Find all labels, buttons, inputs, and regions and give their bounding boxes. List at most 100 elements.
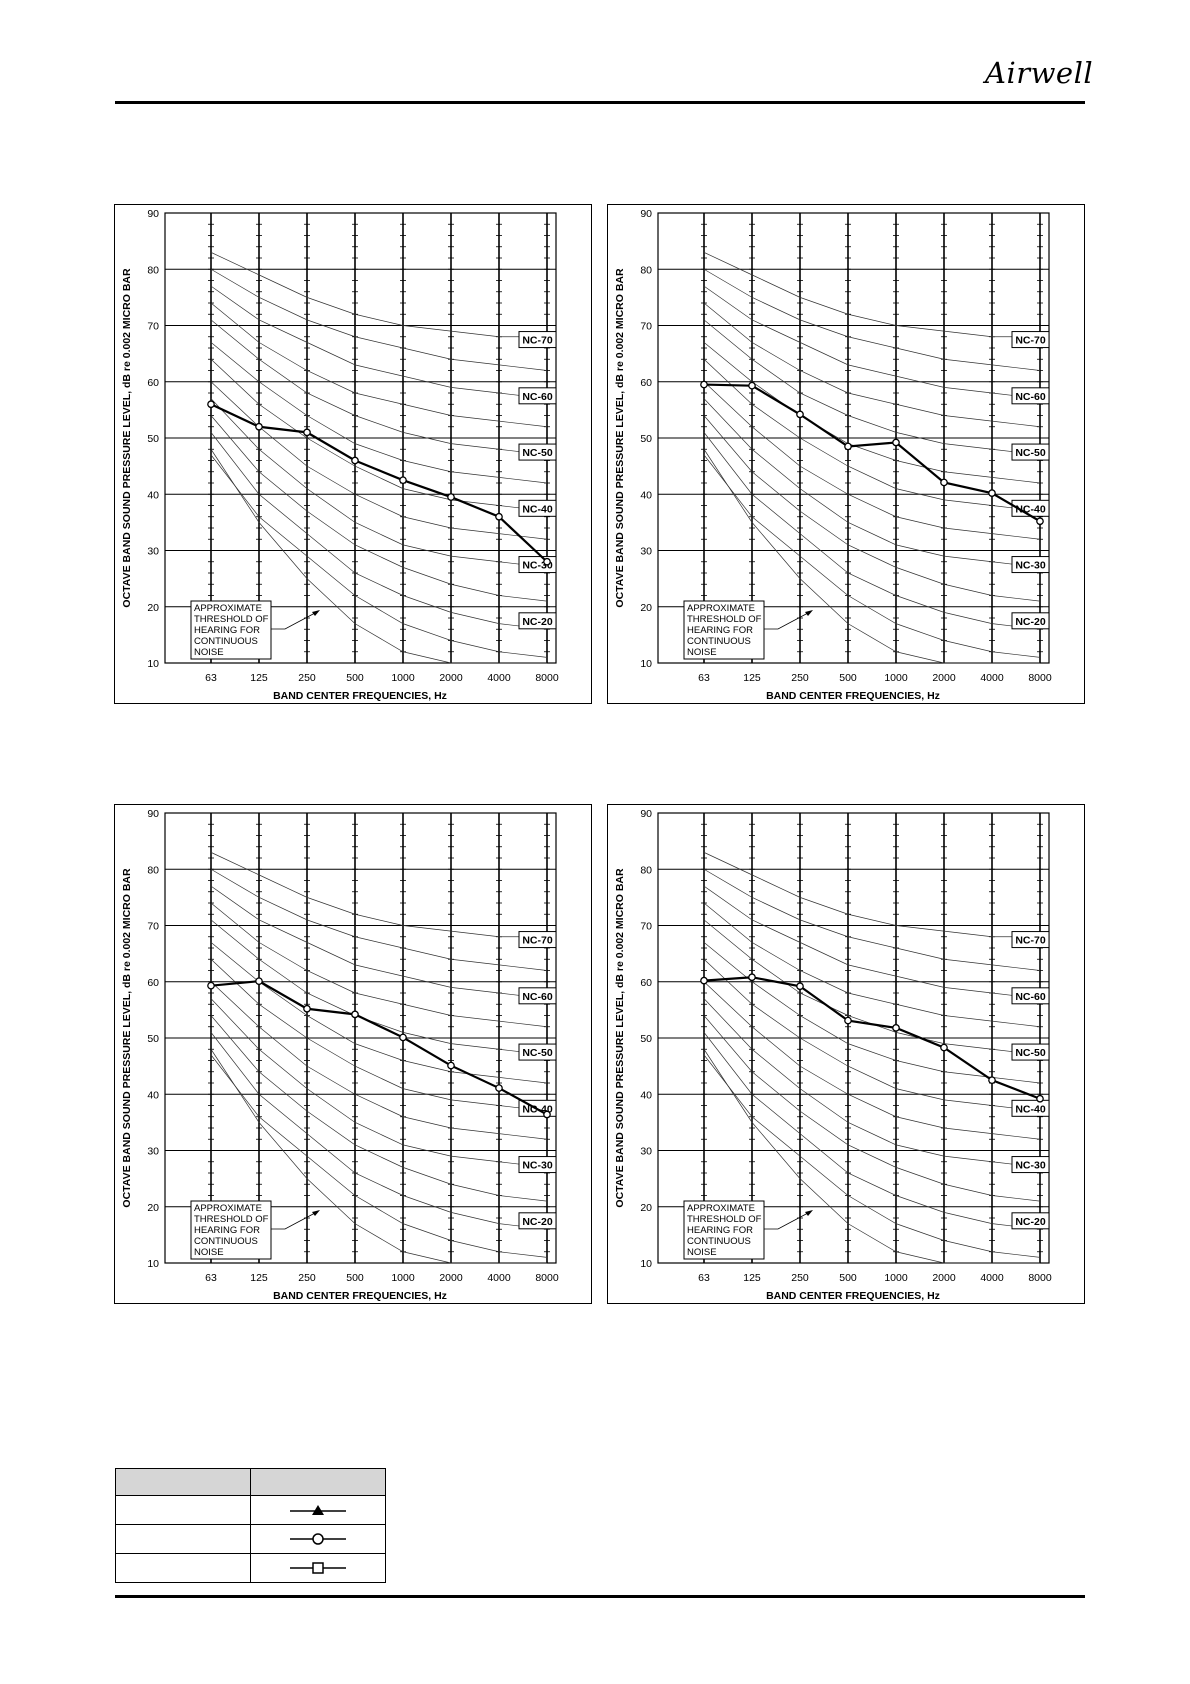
nc-label-box — [518, 1212, 557, 1230]
nc-curve — [703, 398, 1041, 568]
nc-curve — [703, 342, 1041, 484]
threshold-note-box — [190, 1200, 272, 1260]
data-point — [892, 1024, 900, 1032]
y-axis-title: OCTAVE BAND SOUND PRESSURE LEVEL, dB re … — [121, 868, 133, 1208]
y-tick-label: 40 — [640, 489, 652, 501]
data-point — [892, 438, 900, 447]
x-tick-label: 250 — [791, 672, 809, 684]
x-tick-label: 1000 — [391, 1272, 415, 1284]
nc-label-box — [1011, 1212, 1050, 1230]
nc-chart-2: NC-70 NC-60 NC-50 NC-40 NC-30 NC-20 APPROXIMAT… — [607, 204, 1085, 704]
nc-curve — [703, 942, 1041, 1084]
nc-label-box — [1011, 931, 1050, 949]
threshold-pointer — [764, 612, 809, 630]
nc-curve — [210, 415, 548, 602]
y-tick-label: 40 — [640, 1089, 652, 1101]
nc-chart-svg: NC-70 NC-60 NC-50 NC-40 NC-30 NC-20 APPROXIMAT… — [614, 808, 1052, 1302]
nc-curve — [210, 1032, 548, 1230]
threshold-note-line: THRESHOLD OF — [194, 1214, 269, 1225]
data-point — [988, 489, 996, 497]
nc-curve — [210, 919, 548, 1056]
data-point — [940, 478, 948, 487]
threshold-curve — [210, 449, 547, 664]
nc-curve — [210, 852, 547, 938]
nc-curve — [210, 432, 548, 630]
nc-label: NC-60 — [522, 991, 553, 1003]
data-point — [351, 456, 359, 465]
x-tick-label: 500 — [839, 672, 857, 684]
threshold-note-box — [683, 600, 765, 660]
data-point — [543, 557, 551, 566]
nc-curve — [703, 1015, 1041, 1202]
nc-curve — [210, 958, 548, 1112]
threshold-curve — [703, 1049, 1040, 1264]
data-point — [399, 1033, 407, 1042]
threshold-note-line: HEARING FOR — [687, 1225, 753, 1236]
nc-curve — [703, 415, 1041, 602]
x-tick-label: 250 — [298, 1272, 316, 1284]
nc-curve — [210, 885, 548, 999]
nc-curve — [703, 381, 1041, 540]
nc-label-box — [1011, 1156, 1050, 1174]
data-point — [495, 512, 503, 521]
nc-curve — [210, 319, 548, 456]
threshold-note-line: APPROXIMATE — [687, 1203, 755, 1214]
nc-label: NC-60 — [1015, 991, 1046, 1003]
legend-table — [115, 1468, 386, 1583]
nc-label-box — [518, 1156, 557, 1174]
data-point — [207, 400, 215, 409]
y-tick-label: 20 — [640, 1202, 652, 1214]
nc-label: NC-70 — [522, 335, 553, 347]
x-tick-label: 125 — [250, 672, 268, 684]
nc-curve — [210, 902, 548, 1028]
nc-label: NC-40 — [522, 503, 553, 515]
circle-marker-icon — [290, 1533, 346, 1545]
data-point — [940, 1043, 948, 1052]
nc-curve — [210, 1054, 548, 1258]
threshold-pointer — [271, 1212, 316, 1230]
y-tick-label: 10 — [147, 658, 159, 670]
x-tick-label: 63 — [205, 672, 217, 684]
nc-label: NC-30 — [1015, 1160, 1046, 1172]
data-point — [748, 973, 756, 982]
legend-row — [115, 1524, 386, 1554]
y-tick-label: 30 — [640, 546, 652, 558]
series-line — [703, 383, 1041, 523]
y-tick-label: 60 — [147, 377, 159, 389]
nc-chart-4: NC-70 NC-60 NC-50 NC-40 NC-30 NC-20 APPROXIMAT… — [607, 804, 1085, 1304]
y-tick-label: 10 — [640, 1258, 652, 1270]
nc-label: NC-50 — [1015, 447, 1046, 459]
legend-label — [115, 1524, 251, 1554]
data-point — [748, 381, 756, 390]
x-tick-label: 250 — [298, 672, 316, 684]
nc-curve — [210, 398, 548, 568]
y-tick-label: 60 — [640, 377, 652, 389]
x-axis-title: BAND CENTER FREQUENCIES, Hz — [766, 1290, 940, 1302]
x-tick-label: 125 — [743, 1272, 761, 1284]
y-tick-label: 40 — [147, 489, 159, 501]
legend-label — [115, 1495, 251, 1525]
y-tick-label: 80 — [640, 864, 652, 876]
legend-marker-cell — [250, 1524, 386, 1554]
legend-header-cell — [250, 1468, 386, 1496]
nc-curve — [210, 358, 548, 512]
x-tick-label: 1000 — [391, 672, 415, 684]
arrow-head-icon — [805, 1210, 813, 1216]
footer-rule — [115, 1595, 1085, 1598]
x-tick-label: 125 — [250, 1272, 268, 1284]
nc-label-box — [518, 987, 557, 1005]
x-tick-label: 8000 — [535, 672, 559, 684]
nc-label-box — [1011, 987, 1050, 1005]
nc-curve — [703, 885, 1041, 999]
y-tick-label: 30 — [147, 1146, 159, 1158]
x-tick-label: 2000 — [932, 672, 956, 684]
nc-curve — [703, 958, 1041, 1112]
x-tick-label: 1000 — [884, 1272, 908, 1284]
x-tick-label: 8000 — [1028, 1272, 1052, 1284]
nc-curve — [703, 268, 1041, 371]
nc-curve — [210, 268, 548, 371]
y-tick-label: 70 — [147, 921, 159, 933]
data-point — [447, 493, 455, 501]
threshold-note-line: CONTINUOUS — [687, 636, 751, 647]
nc-curve — [210, 342, 548, 484]
